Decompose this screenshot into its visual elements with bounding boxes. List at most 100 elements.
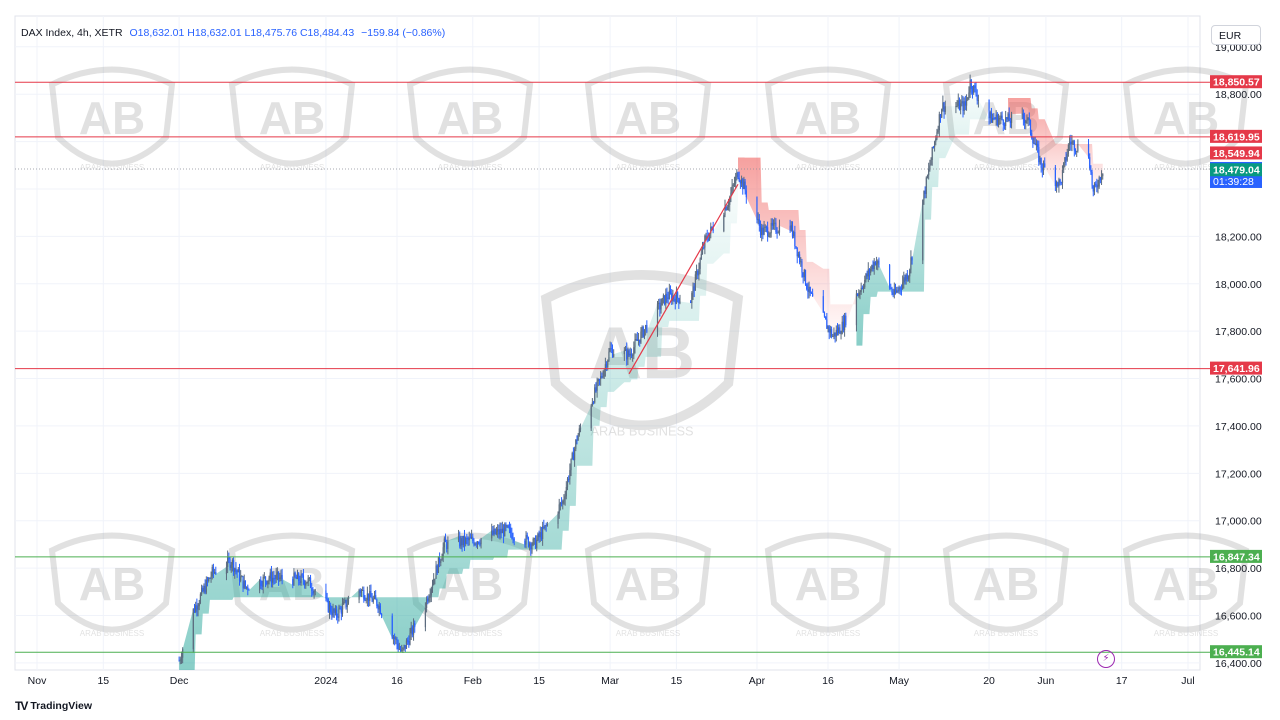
candle-body [248,589,250,591]
candle-body [195,605,197,612]
candle-body [989,112,991,119]
candle-body [935,138,937,142]
currency-button[interactable]: EUR [1211,25,1261,45]
candle-body [305,583,307,586]
candle-body [492,530,494,535]
candle-body [975,87,977,95]
candle-body [933,141,936,148]
candle-body [505,524,507,527]
candle-body [590,405,592,429]
level-label: 16,847.34 [1213,551,1260,563]
candle-body [999,118,1001,120]
candle-body [843,315,846,331]
candle-body [1044,163,1046,168]
candle-body [570,458,572,471]
candle-body [922,199,924,261]
candle-body [431,584,434,589]
candle-body [1102,173,1104,177]
candle-body [575,439,577,449]
candle-body [529,543,531,547]
candle-body [568,478,570,480]
candle-body [629,353,631,356]
candle-body [598,379,601,381]
watermark-brand-text: ARAB BUSINESS [796,629,860,638]
candle-body [840,333,842,335]
candle-body [864,280,866,288]
candle-body [667,297,669,299]
candle-body [279,577,281,579]
candle-body [308,577,310,579]
watermark-brand-text: ARAB BUSINESS [796,163,860,172]
candle-body [367,593,370,601]
watermark-shield-icon [48,532,176,633]
candle-body [632,355,634,357]
candle-body [375,595,377,600]
candle-body [990,112,993,123]
candle-body [761,227,763,235]
candle-body [679,301,681,304]
candle-body [1068,141,1071,145]
x-tick-label: 20 [983,675,995,687]
candle-body [928,168,930,176]
candle-body [888,264,891,288]
candle-body [758,219,760,226]
candle-body [604,364,606,370]
candle-body [740,179,743,184]
candle-body [646,325,648,332]
candle-body [208,577,210,581]
candle-body [470,536,473,539]
candle-body [205,579,207,593]
candle-body [724,206,726,216]
candle-body [263,576,265,578]
candle-body [306,582,308,584]
candle-body [269,572,271,579]
candle-body [340,608,342,614]
candle-body [312,590,314,594]
candle-body [501,528,503,534]
level-label-bg [1210,361,1262,375]
watermark-logo-icon: AB [615,92,681,144]
candle-body [577,434,579,441]
candle-body [1009,121,1011,123]
candle-body [732,184,734,186]
candle-body [1038,147,1040,163]
candle-body [493,528,495,535]
tradingview-brand[interactable]: TV TradingView [15,699,92,713]
candle-body [307,578,309,583]
bull-cloud [179,172,739,670]
candle-body [206,579,209,581]
candle-body [738,177,740,182]
candle-body [564,496,566,500]
candle-body [594,387,596,403]
candle-body [298,573,300,581]
candle-body [923,190,925,200]
candle-body [937,130,939,133]
candle-body [825,316,827,320]
candle-body [970,80,972,90]
candle-body [264,576,267,581]
candle-body [394,637,396,640]
watermark-logo-icon: AB [795,558,861,610]
candle-body [896,290,898,293]
watermark-logo-icon: AB [615,558,681,610]
candle-body [736,172,738,177]
candle-body [793,231,795,237]
candle-body [341,604,344,614]
candle-body [909,269,911,277]
candle-body [778,225,781,233]
candle-body [711,226,713,228]
candle-body [434,578,436,580]
candle-body [893,289,895,295]
candle-body [364,599,366,601]
candle-body [225,566,228,575]
candle-body [562,500,564,504]
candle-body [571,452,573,459]
bolt-icon[interactable]: ⚡ [1097,650,1115,668]
candle-body [630,353,633,356]
candle-body [841,321,843,334]
candle-body [873,261,875,270]
bear-cloud [1008,97,1103,192]
candle-body [442,547,444,558]
candle-body [495,531,498,534]
